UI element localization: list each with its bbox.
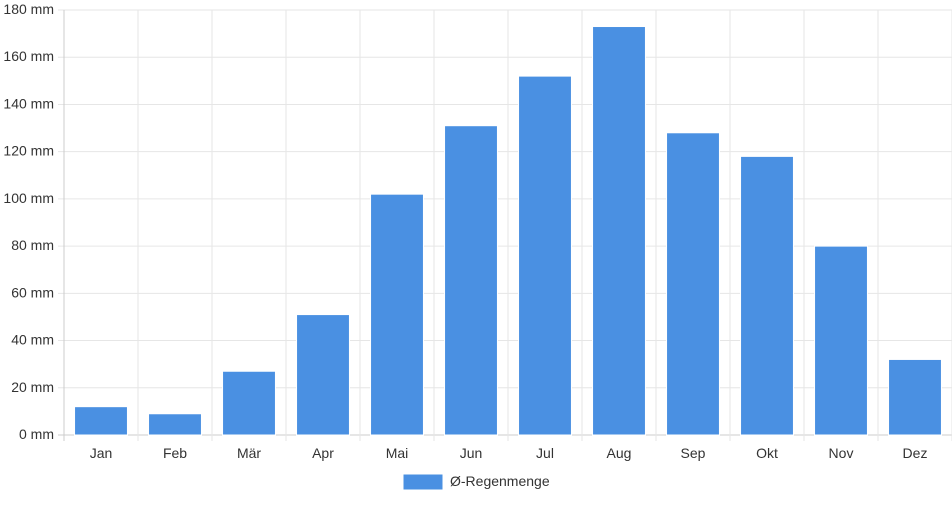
x-tick-label: Jul xyxy=(536,445,554,461)
bar xyxy=(370,193,424,436)
axes: 0 mm 20 mm 40 mm 60 mm 80 mm 100 mm 120 mm 140 … xyxy=(3,1,927,461)
bar xyxy=(148,413,202,436)
bar xyxy=(74,406,128,436)
bar xyxy=(592,26,646,436)
bar xyxy=(888,358,942,436)
x-tick-label: Mai xyxy=(386,445,409,461)
y-tick-label: 120 mm xyxy=(3,143,54,159)
grid xyxy=(58,9,952,441)
y-tick-label: 0 mm xyxy=(19,426,54,442)
legend-swatch[interactable] xyxy=(402,473,444,491)
bar xyxy=(518,75,572,436)
y-tick-label: 140 mm xyxy=(3,95,54,111)
x-tick-label: Okt xyxy=(756,445,778,461)
x-tick-label: Sep xyxy=(681,445,706,461)
y-tick-label: 100 mm xyxy=(3,190,54,206)
x-tick-label: Dez xyxy=(903,445,928,461)
x-tick-label: Apr xyxy=(312,445,334,461)
x-tick-label: Feb xyxy=(163,445,187,461)
bar xyxy=(666,132,720,436)
y-tick-label: 160 mm xyxy=(3,48,54,64)
y-tick-label: 80 mm xyxy=(11,237,54,253)
y-tick-label: 20 mm xyxy=(11,379,54,395)
bar xyxy=(296,314,350,436)
bar xyxy=(444,125,498,436)
legend-label[interactable]: Ø-Regenmenge xyxy=(450,473,550,489)
bar xyxy=(814,245,868,436)
x-tick-label: Aug xyxy=(607,445,632,461)
y-tick-label: 40 mm xyxy=(11,332,54,348)
x-tick-label: Jan xyxy=(90,445,113,461)
x-tick-label: Mär xyxy=(237,445,261,461)
x-tick-label: Nov xyxy=(829,445,854,461)
y-tick-label: 180 mm xyxy=(3,1,54,17)
bar xyxy=(740,155,794,436)
bar xyxy=(222,370,276,436)
legend[interactable]: Ø-Regenmenge xyxy=(402,473,550,491)
x-tick-label: Jun xyxy=(460,445,483,461)
bars xyxy=(74,26,942,436)
y-tick-label: 60 mm xyxy=(11,284,54,300)
